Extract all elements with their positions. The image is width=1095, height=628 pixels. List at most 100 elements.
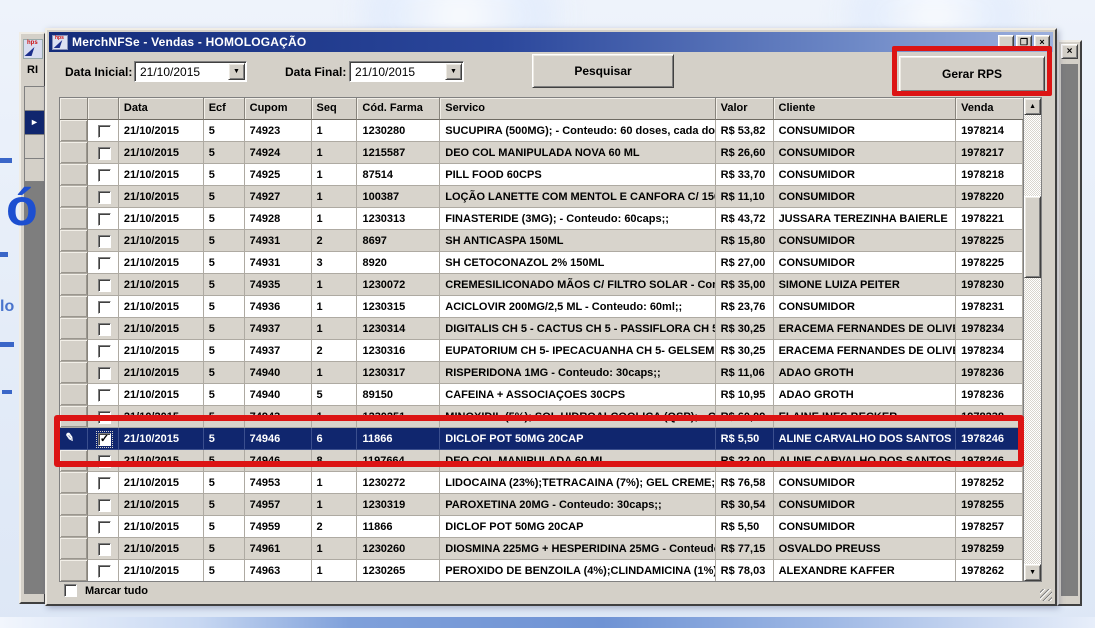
- cell-venda[interactable]: 1978231: [956, 296, 1023, 318]
- cell-seq[interactable]: 1: [312, 164, 358, 186]
- table-row[interactable]: ✎ 21/10/2015 5 74931 2 8697 SH ANTICASPA…: [60, 230, 1023, 252]
- cell-cliente[interactable]: CONSUMIDOR: [774, 230, 957, 252]
- table-row[interactable]: ✎ 21/10/2015 5 74953 1 1230272 LIDOCAINA…: [60, 472, 1023, 494]
- cell-ecf[interactable]: 5: [204, 318, 245, 340]
- cell-cupom[interactable]: 74936: [245, 296, 312, 318]
- table-row[interactable]: ✎ 21/10/2015 5 74957 1 1230319 PAROXETIN…: [60, 494, 1023, 516]
- cell-cod-farma[interactable]: 8920: [357, 252, 440, 274]
- cell-cupom[interactable]: 74957: [245, 494, 312, 516]
- cell-data[interactable]: 21/10/2015: [119, 318, 204, 340]
- table-row[interactable]: ✎ 21/10/2015 5 74937 2 1230316 EUPATORIU…: [60, 340, 1023, 362]
- cell-data[interactable]: 21/10/2015: [119, 340, 204, 362]
- cell-data[interactable]: 21/10/2015: [119, 494, 204, 516]
- cell-cod-farma[interactable]: 1230319: [357, 494, 440, 516]
- header-valor[interactable]: Valor: [716, 98, 774, 120]
- cell-cliente[interactable]: CONSUMIDOR: [774, 472, 957, 494]
- cell-cupom[interactable]: 74937: [245, 318, 312, 340]
- cell-cod-farma[interactable]: 8697: [357, 230, 440, 252]
- row-checkbox-cell[interactable]: [88, 252, 119, 274]
- cell-valor[interactable]: R$ 35,00: [716, 274, 774, 296]
- row-checkbox-cell[interactable]: [88, 230, 119, 252]
- cell-ecf[interactable]: 5: [204, 538, 245, 560]
- row-checkbox-cell[interactable]: [88, 164, 119, 186]
- cell-data[interactable]: 21/10/2015: [119, 516, 204, 538]
- cell-cliente[interactable]: CONSUMIDOR: [774, 164, 957, 186]
- cell-ecf[interactable]: 5: [204, 560, 245, 581]
- scroll-up-icon[interactable]: ▲: [1024, 98, 1041, 115]
- cell-data[interactable]: 21/10/2015: [119, 560, 204, 581]
- cell-valor[interactable]: R$ 5,50: [716, 516, 774, 538]
- row-checkbox-cell[interactable]: [88, 560, 119, 581]
- cell-valor[interactable]: R$ 43,72: [716, 208, 774, 230]
- cell-valor[interactable]: R$ 26,60: [716, 142, 774, 164]
- chevron-down-icon[interactable]: ▼: [228, 63, 245, 80]
- header-servico[interactable]: Servico: [440, 98, 715, 120]
- cell-seq[interactable]: 1: [312, 538, 358, 560]
- cell-cod-farma[interactable]: 1230317: [357, 362, 440, 384]
- cell-ecf[interactable]: 5: [204, 186, 245, 208]
- cell-valor[interactable]: R$ 33,70: [716, 164, 774, 186]
- cell-valor[interactable]: R$ 77,15: [716, 538, 774, 560]
- cell-valor[interactable]: R$ 23,76: [716, 296, 774, 318]
- cell-cliente[interactable]: JUSSARA TEREZINHA BAIERLE: [774, 208, 957, 230]
- data-inicial-combobox[interactable]: 21/10/2015 ▼: [134, 61, 247, 82]
- cell-cliente[interactable]: CONSUMIDOR: [774, 142, 957, 164]
- cell-cupom[interactable]: 74959: [245, 516, 312, 538]
- cell-ecf[interactable]: 5: [204, 164, 245, 186]
- cell-valor[interactable]: R$ 27,00: [716, 252, 774, 274]
- cell-servico[interactable]: ACICLOVIR 200MG/2,5 ML - Conteudo: 60ml;…: [440, 296, 715, 318]
- table-row[interactable]: ✎ 21/10/2015 5 74961 1 1230260 DIOSMINA …: [60, 538, 1023, 560]
- cell-servico[interactable]: CREMESILICONADO MÃOS C/ FILTRO SOLAR - C…: [440, 274, 715, 296]
- table-row[interactable]: ✎ 21/10/2015 5 74931 3 8920 SH CETOCONAZ…: [60, 252, 1023, 274]
- cell-cliente[interactable]: CONSUMIDOR: [774, 516, 957, 538]
- cell-cupom[interactable]: 74963: [245, 560, 312, 581]
- cell-venda[interactable]: 1978257: [956, 516, 1023, 538]
- cell-cod-farma[interactable]: 1230272: [357, 472, 440, 494]
- cell-cupom[interactable]: 74925: [245, 164, 312, 186]
- table-row[interactable]: ✎ 21/10/2015 5 74928 1 1230313 FINASTERI…: [60, 208, 1023, 230]
- cell-venda[interactable]: 1978236: [956, 362, 1023, 384]
- cell-cupom[interactable]: 74961: [245, 538, 312, 560]
- cell-ecf[interactable]: 5: [204, 340, 245, 362]
- table-row[interactable]: ✎ 21/10/2015 5 74959 2 11866 DICLOF POT …: [60, 516, 1023, 538]
- cell-ecf[interactable]: 5: [204, 472, 245, 494]
- cell-servico[interactable]: PAROXETINA 20MG - Conteudo: 30caps;;: [440, 494, 715, 516]
- row-checkbox-cell[interactable]: [88, 494, 119, 516]
- cell-seq[interactable]: 1: [312, 208, 358, 230]
- cell-ecf[interactable]: 5: [204, 208, 245, 230]
- cell-cliente[interactable]: CONSUMIDOR: [774, 296, 957, 318]
- cell-venda[interactable]: 1978262: [956, 560, 1023, 581]
- cell-servico[interactable]: LIDOCAINA (23%);TETRACAINA (7%); GEL CRE…: [440, 472, 715, 494]
- table-row[interactable]: ✎ 21/10/2015 5 74927 1 100387 LOÇÃO LANE…: [60, 186, 1023, 208]
- cell-data[interactable]: 21/10/2015: [119, 296, 204, 318]
- header-cupom[interactable]: Cupom: [245, 98, 312, 120]
- pesquisar-button[interactable]: Pesquisar: [532, 54, 674, 88]
- cell-cupom[interactable]: 74923: [245, 120, 312, 142]
- marcar-tudo-control[interactable]: ✓ Marcar tudo: [64, 584, 148, 597]
- data-final-combobox[interactable]: 21/10/2015 ▼: [349, 61, 464, 82]
- row-checkbox-cell[interactable]: [88, 296, 119, 318]
- table-row[interactable]: ✎ 21/10/2015 5 74940 5 89150 CAFEINA + A…: [60, 384, 1023, 406]
- cell-data[interactable]: 21/10/2015: [119, 208, 204, 230]
- cell-servico[interactable]: FINASTERIDE (3MG); - Conteudo: 60caps;;: [440, 208, 715, 230]
- cell-data[interactable]: 21/10/2015: [119, 538, 204, 560]
- row-checkbox-cell[interactable]: [88, 472, 119, 494]
- cell-venda[interactable]: 1978255: [956, 494, 1023, 516]
- cell-cliente[interactable]: CONSUMIDOR: [774, 186, 957, 208]
- table-row[interactable]: ✎ 21/10/2015 5 74937 1 1230314 DIGITALIS…: [60, 318, 1023, 340]
- cell-seq[interactable]: 1: [312, 560, 358, 581]
- cell-ecf[interactable]: 5: [204, 362, 245, 384]
- cell-data[interactable]: 21/10/2015: [119, 142, 204, 164]
- cell-cliente[interactable]: ADAO GROTH: [774, 362, 957, 384]
- cell-valor[interactable]: R$ 11,10: [716, 186, 774, 208]
- cell-cod-farma[interactable]: 1230313: [357, 208, 440, 230]
- cell-ecf[interactable]: 5: [204, 296, 245, 318]
- cell-valor[interactable]: R$ 76,58: [716, 472, 774, 494]
- cell-ecf[interactable]: 5: [204, 384, 245, 406]
- row-checkbox-cell[interactable]: [88, 318, 119, 340]
- cell-valor[interactable]: R$ 10,95: [716, 384, 774, 406]
- cell-seq[interactable]: 5: [312, 384, 358, 406]
- header-seq[interactable]: Seq: [312, 98, 358, 120]
- cell-ecf[interactable]: 5: [204, 494, 245, 516]
- marcar-tudo-checkbox[interactable]: ✓: [64, 584, 77, 597]
